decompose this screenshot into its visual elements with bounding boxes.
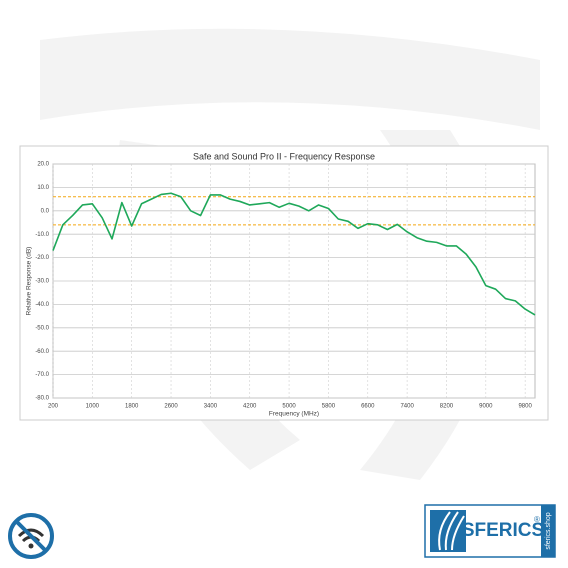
y-tick-label: -60.0 xyxy=(35,349,49,355)
y-axis-label: Relative Response (dB) xyxy=(26,247,33,316)
y-tick-label: -20.0 xyxy=(35,255,49,261)
data-line xyxy=(52,192,536,316)
no-wifi-icon xyxy=(8,513,54,559)
brand-logo: SFERICS ® sferics.shop xyxy=(424,504,556,558)
x-axis-label: Frequency (MHz) xyxy=(269,411,319,418)
x-tick-label: 9000 xyxy=(479,404,493,410)
x-tick-label: 5000 xyxy=(282,404,296,410)
x-tick-label: 1800 xyxy=(125,404,139,410)
brand-url: sferics.shop xyxy=(545,512,552,549)
x-tick-label: 200 xyxy=(48,404,59,410)
brand-name: SFERICS xyxy=(462,520,544,541)
y-tick-label: -50.0 xyxy=(35,325,49,331)
x-tick-label: 8200 xyxy=(440,404,454,410)
y-tick-label: -70.0 xyxy=(35,372,49,378)
y-tick-label: 20.0 xyxy=(37,162,49,168)
x-tick-label: 1000 xyxy=(86,404,100,410)
chart-title: Safe and Sound Pro II - Frequency Respon… xyxy=(193,151,375,161)
x-tick-label: 7400 xyxy=(400,404,414,410)
x-tick-label: 4200 xyxy=(243,404,257,410)
y-tick-label: -10.0 xyxy=(35,232,49,238)
x-tick-label: 3400 xyxy=(204,404,218,410)
y-tick-label: -80.0 xyxy=(35,396,49,402)
y-tick-label: 0.0 xyxy=(41,208,50,214)
x-tick-label: 9800 xyxy=(518,404,532,410)
x-tick-label: 6600 xyxy=(361,404,375,410)
x-tick-label: 5800 xyxy=(322,404,336,410)
brand-registered: ® xyxy=(534,515,540,524)
plot-area: -80.0 -70.0 -60.0 -50.0 -40.0 -30.0 -20.0 -10.0… xyxy=(35,162,536,410)
y-tick-label: -40.0 xyxy=(35,302,49,308)
x-tick-label: 2600 xyxy=(164,404,178,410)
y-tick-label: 10.0 xyxy=(37,185,49,191)
y-tick-label: -30.0 xyxy=(35,279,49,285)
